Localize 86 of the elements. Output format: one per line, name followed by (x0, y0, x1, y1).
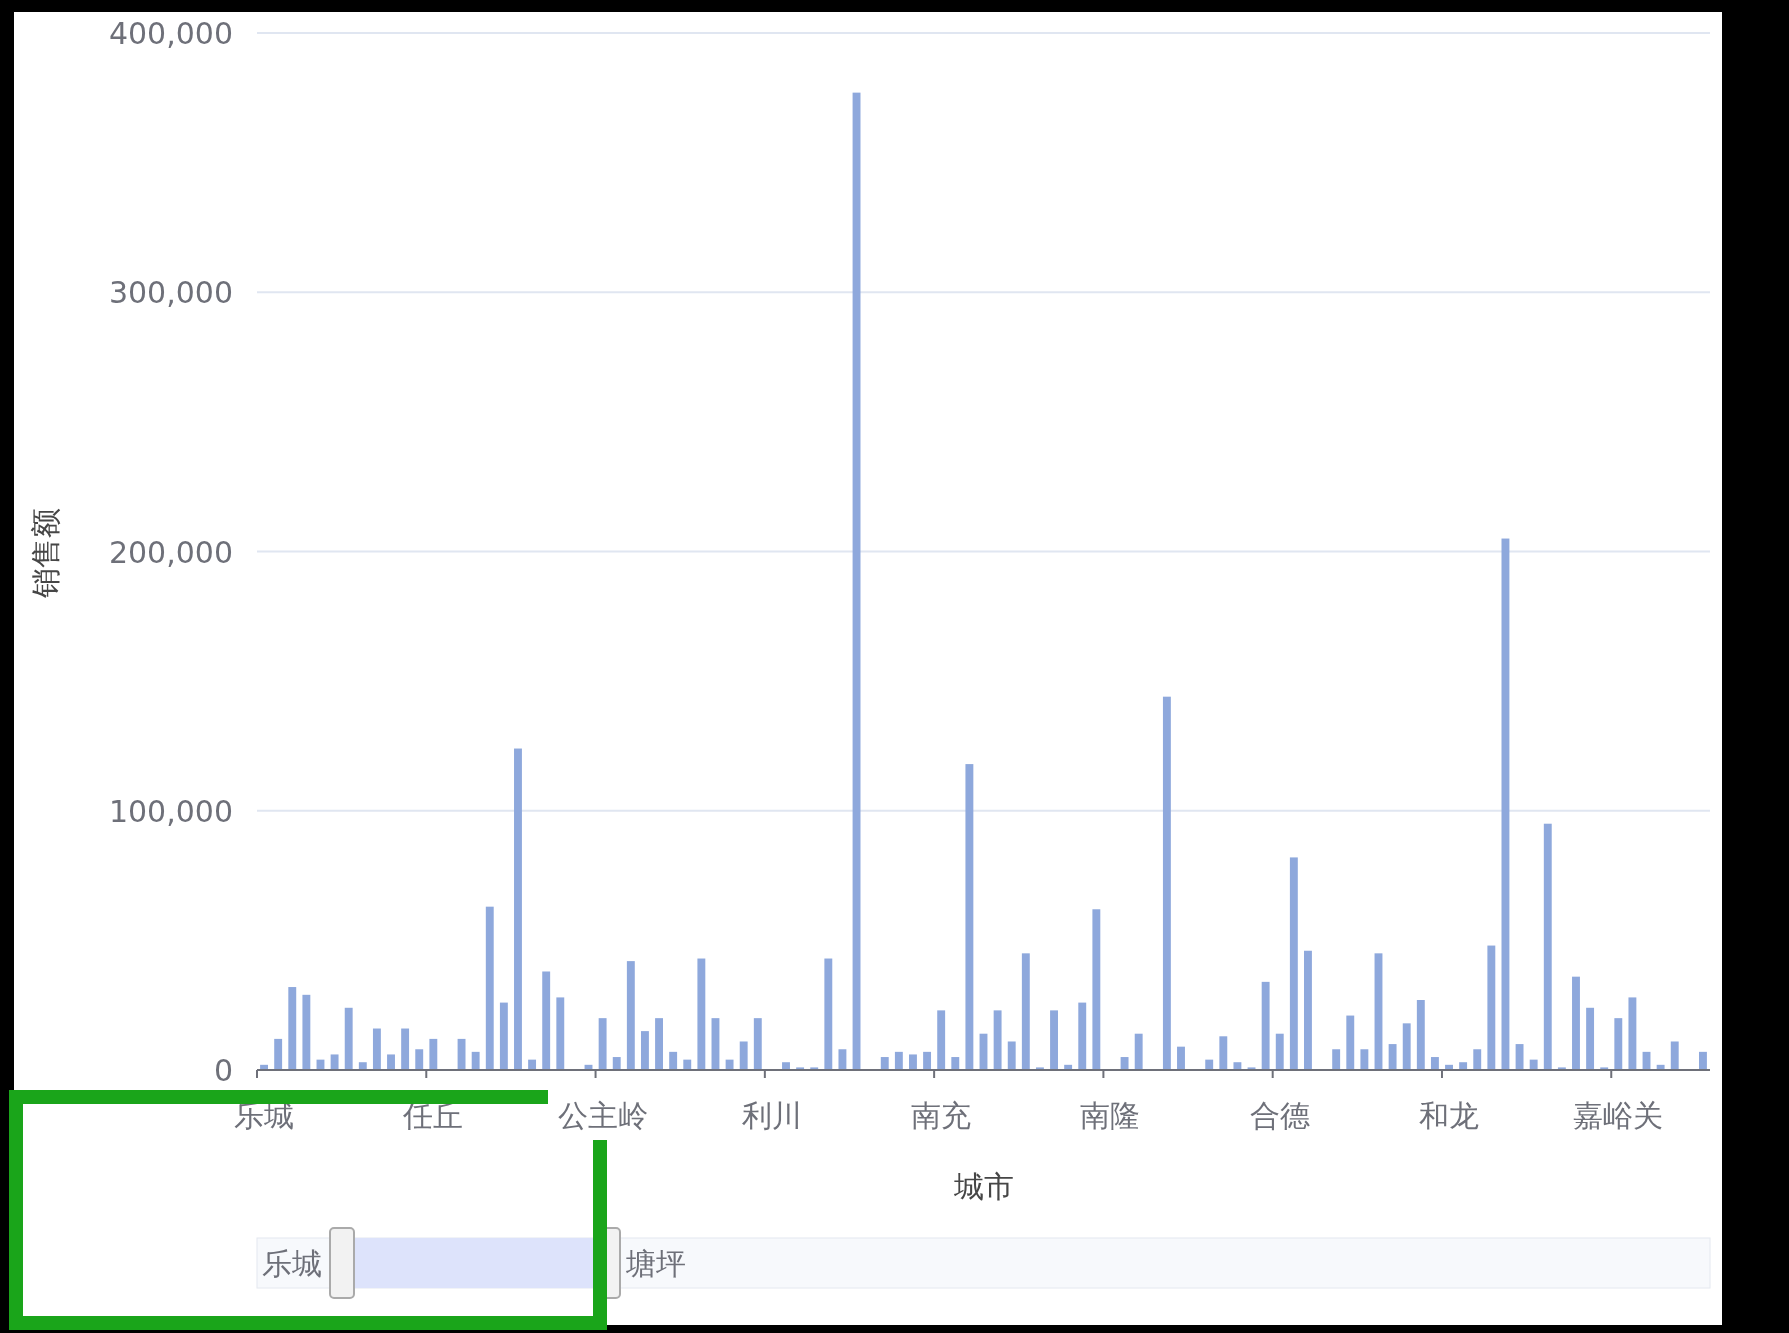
y-tick-label: 300,000 (108, 275, 233, 311)
bar (288, 987, 297, 1070)
bar (1699, 1051, 1707, 1070)
bar (1543, 823, 1552, 1070)
bar (1360, 1049, 1369, 1070)
bar (1092, 909, 1101, 1070)
x-tick-label: 南隆 (1080, 1098, 1141, 1133)
y-tick-label: 200,000 (108, 534, 233, 570)
bar (640, 1031, 649, 1070)
bar (753, 1018, 762, 1070)
bar (330, 1054, 339, 1070)
bar (415, 1049, 424, 1070)
bar (782, 1062, 790, 1070)
bar (1402, 1023, 1411, 1071)
y-axis-title: 销售额 (28, 508, 63, 599)
y-tick-label: 100,000 (108, 793, 233, 829)
bar (1078, 1002, 1087, 1070)
bar (1304, 950, 1312, 1070)
bar (937, 1010, 946, 1070)
bar (1473, 1049, 1482, 1070)
bar (1430, 1057, 1439, 1070)
bar (626, 961, 635, 1070)
x-tick-label: 利川 (741, 1098, 802, 1133)
x-tick-label: 南充 (911, 1098, 972, 1133)
text: 塘坪 (625, 1246, 686, 1281)
bar (1007, 1041, 1016, 1070)
bar (739, 1041, 748, 1070)
bar (1021, 953, 1030, 1070)
bar (1586, 1007, 1595, 1070)
bar (471, 1051, 480, 1070)
bar (372, 1028, 381, 1070)
bar (965, 764, 974, 1070)
bar (1275, 1033, 1284, 1070)
bar (1614, 1018, 1623, 1070)
bar (1219, 1036, 1228, 1070)
bar (951, 1057, 960, 1070)
bar (923, 1051, 932, 1070)
bar (612, 1057, 621, 1070)
bar (1261, 981, 1270, 1070)
bar (909, 1054, 917, 1070)
x-tick-label: 和龙 (1419, 1098, 1480, 1133)
x-axis-title: 城市 (952, 1169, 1014, 1204)
text: 乐城 (262, 1246, 322, 1281)
bar (1346, 1015, 1355, 1070)
bar (598, 1018, 607, 1070)
bar (669, 1051, 678, 1070)
bar (401, 1028, 410, 1070)
bar (1332, 1049, 1341, 1070)
bar (880, 1057, 889, 1070)
bar (697, 958, 706, 1070)
bar (1416, 1000, 1425, 1070)
bar (894, 1051, 903, 1070)
bar (499, 1002, 508, 1070)
x-tick-label: 公主岭 (557, 1098, 648, 1133)
bar (1162, 696, 1171, 1070)
bar (485, 906, 494, 1070)
bar (1289, 857, 1298, 1070)
bar (1388, 1044, 1397, 1070)
bar (824, 958, 833, 1070)
bar (1487, 945, 1496, 1070)
bar (1233, 1062, 1242, 1070)
bar (1120, 1057, 1129, 1070)
bar (1134, 1033, 1143, 1070)
bar (1050, 1010, 1058, 1070)
bar (993, 1010, 1002, 1070)
bar (514, 748, 522, 1070)
bar (1459, 1062, 1468, 1070)
bar (429, 1038, 438, 1070)
bar (542, 971, 551, 1070)
bar (344, 1007, 353, 1070)
y-tick-label: 0 (213, 1053, 233, 1088)
bar (1515, 1044, 1524, 1070)
bar (358, 1062, 367, 1070)
bar (387, 1054, 395, 1070)
bar (838, 1049, 847, 1070)
bar (556, 997, 565, 1070)
bar (1670, 1041, 1679, 1070)
bar (274, 1038, 283, 1070)
x-tick-label: 合德 (1249, 1098, 1310, 1133)
bar (655, 1018, 663, 1070)
bar (1572, 976, 1580, 1070)
y-tick-label: 400,000 (108, 16, 233, 51)
bar (1177, 1046, 1185, 1070)
bar (302, 994, 311, 1070)
x-tick-label: 嘉峪关 (1573, 1098, 1664, 1133)
bar (1628, 997, 1637, 1070)
